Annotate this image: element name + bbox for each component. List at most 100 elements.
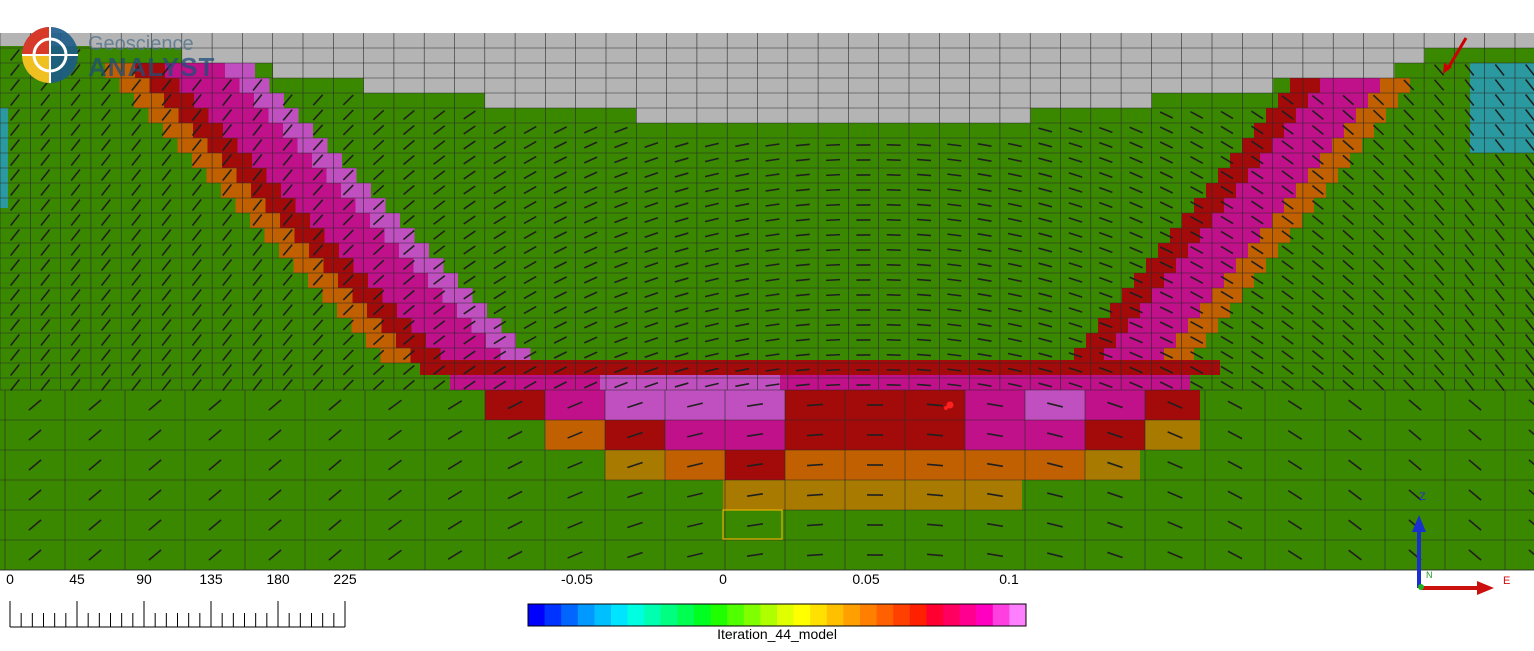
anomaly-cell [1152, 288, 1212, 303]
anomaly-cell [367, 303, 397, 318]
app-logo: Geoscience ANALYST [22, 27, 215, 83]
vector-glyph [826, 205, 840, 206]
anomaly-cell [279, 243, 309, 258]
colorbar-swatch [561, 604, 578, 626]
vector-glyph [917, 384, 931, 385]
scale-label: 0 [6, 571, 14, 587]
anomaly-cell [383, 288, 443, 303]
vector-glyph [826, 385, 840, 386]
anomaly-cell [1098, 318, 1128, 333]
vector-glyph [917, 294, 931, 295]
vector-glyph [917, 309, 931, 310]
mesh-cells [0, 33, 1534, 570]
z-axis-label: Z [1419, 491, 1426, 503]
scale-label: 135 [199, 571, 222, 587]
anomaly-cell [209, 108, 269, 123]
anomaly-cell [341, 183, 371, 198]
anomaly-cell [179, 108, 209, 123]
anomaly-cell [1146, 258, 1176, 273]
anomaly-cell [382, 318, 412, 333]
anomaly-cell [324, 258, 354, 273]
colorbar-tick-label: 0 [719, 571, 727, 587]
anomaly-cell [1260, 153, 1320, 168]
anomaly-cell [396, 333, 426, 348]
anomaly-cell [1145, 420, 1200, 450]
vector-glyph [826, 190, 840, 191]
anomaly-cell [163, 123, 193, 138]
vector-glyph [917, 339, 931, 340]
anomaly-cell [1140, 303, 1200, 318]
anomaly-cell [1266, 108, 1296, 123]
anomaly-cell [426, 333, 486, 348]
anomaly-cell [194, 93, 254, 108]
vector-glyph [826, 160, 840, 161]
colorbar-swatch [545, 604, 562, 626]
scale-label: 90 [136, 571, 152, 587]
colorbar-swatch [794, 604, 811, 626]
vector-glyph [826, 145, 840, 146]
anomaly-cell [280, 213, 310, 228]
vector-glyph [917, 219, 931, 220]
vector-glyph [826, 280, 840, 281]
vector-glyph [826, 175, 840, 176]
anomaly-cell [225, 63, 255, 78]
anomaly-cell [457, 303, 487, 318]
anomaly-cell [1188, 318, 1218, 333]
colorbar-swatch [744, 604, 761, 626]
anomaly-cell [1224, 198, 1284, 213]
anomaly-cell [164, 93, 194, 108]
colorbar-swatch [943, 604, 960, 626]
colorbar-swatch [644, 604, 661, 626]
colorbar-swatch [993, 604, 1010, 626]
vector-glyph [917, 204, 931, 205]
colorbar-swatch [594, 604, 611, 626]
anomaly-cell [428, 273, 458, 288]
colorbar-swatch [661, 604, 678, 626]
vector-glyph [826, 355, 840, 356]
vector-glyph [826, 310, 840, 311]
anomaly-cell [1290, 78, 1320, 93]
anomaly-cell [1272, 138, 1332, 153]
anomaly-cell [450, 375, 1190, 390]
vector-glyph [826, 325, 840, 326]
colorbar [528, 604, 1027, 626]
anomaly-cell [1218, 168, 1248, 183]
colorbar-swatch [910, 604, 927, 626]
colorbar-title: Iteration_44_model [528, 626, 1026, 642]
vector-glyph [917, 249, 931, 250]
anomaly-cell [281, 183, 341, 198]
n-axis-label: N [1426, 570, 1433, 580]
colorbar-swatch [860, 604, 877, 626]
colorbar-swatch [877, 604, 894, 626]
colorbar-swatch [843, 604, 860, 626]
scale-bar [10, 601, 345, 627]
anomaly-cell [149, 108, 179, 123]
colorbar-swatch [578, 604, 595, 626]
anomaly-cell [1332, 138, 1362, 153]
colorbar-swatch [960, 604, 977, 626]
vector-glyph [826, 265, 840, 266]
anomaly-cell [134, 93, 164, 108]
anomaly-cell [385, 228, 415, 243]
colorbar-swatch [976, 604, 993, 626]
colorbar-swatch [727, 604, 744, 626]
vector-glyph [826, 370, 840, 371]
anomaly-cell [296, 198, 356, 213]
colorbar-swatch [711, 604, 728, 626]
anomaly-cell [1296, 183, 1326, 198]
anomaly-cell [265, 228, 295, 243]
colorbar-swatch [893, 604, 910, 626]
anomaly-cell [1236, 258, 1266, 273]
anomaly-cell [1380, 78, 1410, 93]
anomaly-cell [1284, 123, 1344, 138]
scale-label: 225 [333, 571, 356, 587]
colorbar-swatch [1009, 604, 1026, 626]
anomaly-cell [1308, 168, 1338, 183]
colorbar-swatch [528, 604, 545, 626]
anomaly-cell [1200, 228, 1260, 243]
anomaly-cell [1145, 390, 1200, 420]
vector-glyph [826, 250, 840, 251]
anomaly-cell [251, 183, 281, 198]
